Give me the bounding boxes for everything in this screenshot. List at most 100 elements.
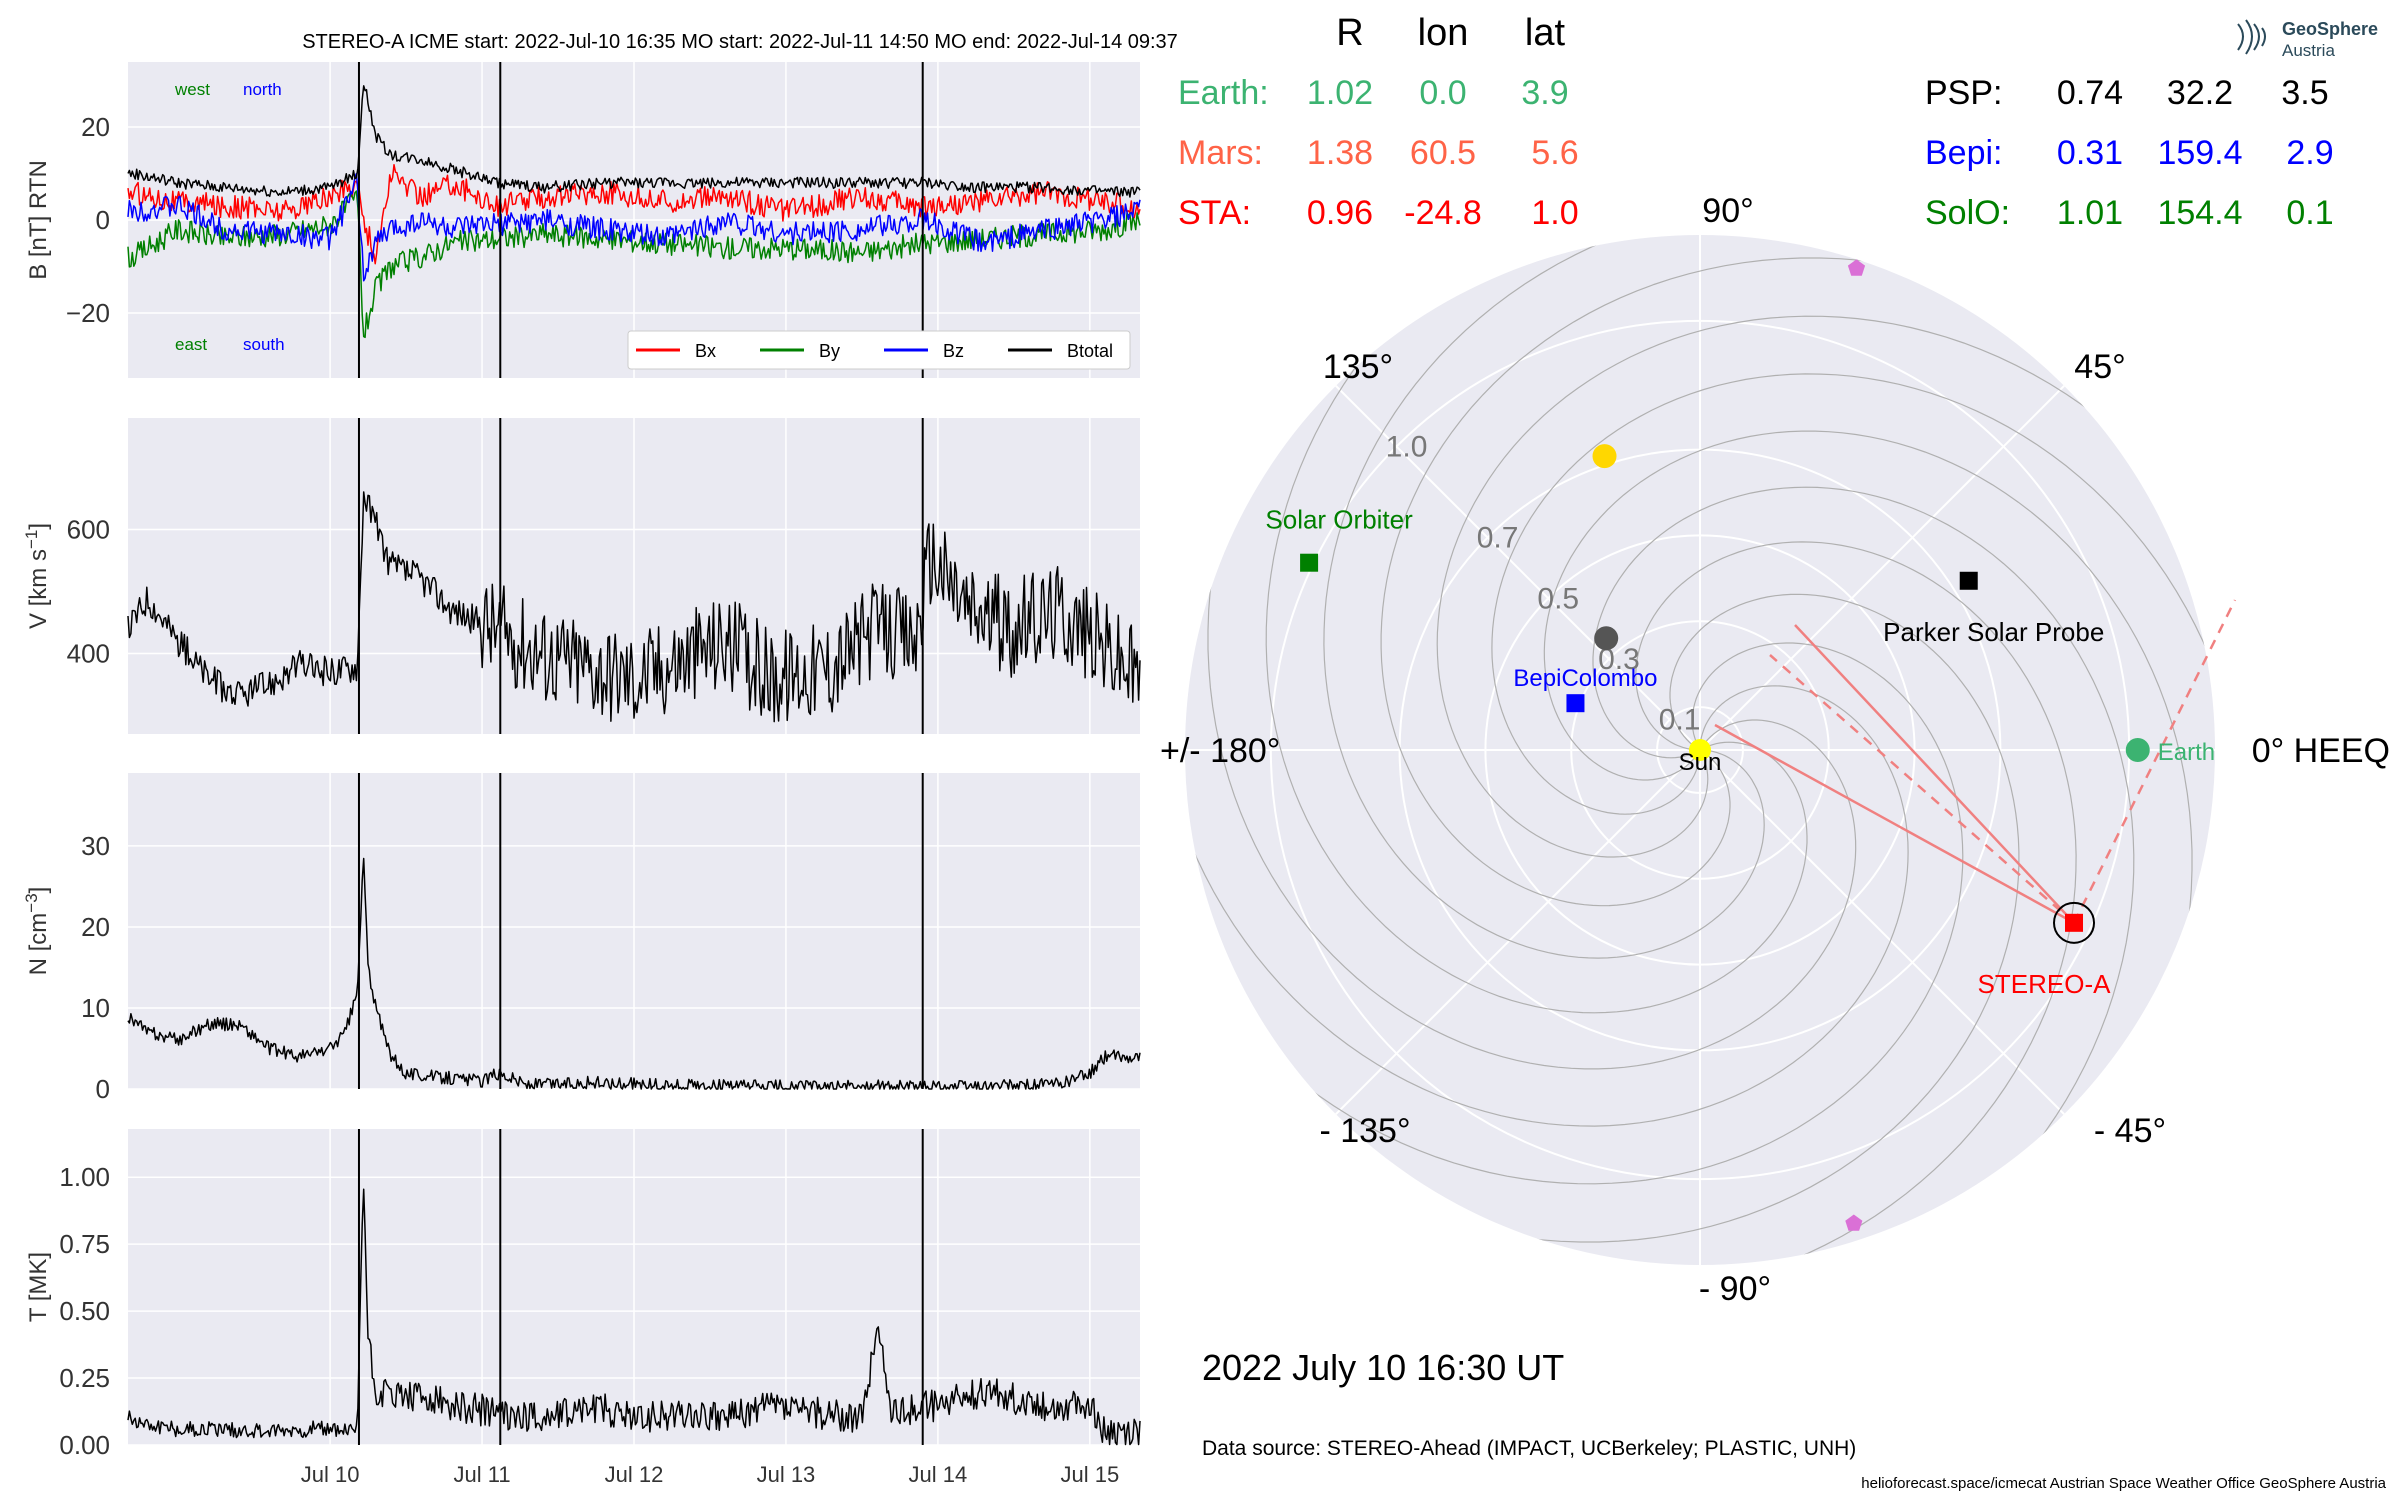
- row-bepi-r: 0.31: [2057, 134, 2123, 172]
- header-r: R: [1336, 12, 1363, 54]
- header-lat: lat: [1525, 12, 1566, 54]
- angle-label: - 45°: [2094, 1112, 2166, 1150]
- data-source: Data source: STEREO-Ahead (IMPACT, UCBer…: [1202, 1437, 1856, 1460]
- legend-btotal-label: Btotal: [1067, 341, 1113, 361]
- row-sta-lat: 1.0: [1531, 194, 1578, 232]
- sun-marker: [1689, 739, 1711, 761]
- sun-label: Sun: [1679, 749, 1722, 776]
- west-label: west: [174, 80, 210, 99]
- y-tick-label: 10: [81, 993, 110, 1023]
- parker-solar-probe-label: Parker Solar Probe: [1883, 617, 2104, 647]
- parker-spiral: [1543, 430, 2193, 989]
- stereo-a-fov: [1714, 599, 2237, 924]
- solar-orbiter-label: Solar Orbiter: [1265, 505, 1413, 535]
- east-label: east: [175, 335, 207, 354]
- y-tick-label: −20: [66, 298, 110, 328]
- row-mars-lon: 60.5: [1410, 134, 1476, 172]
- y-tick-label: 0.00: [59, 1430, 110, 1460]
- row-solo-lat: 0.1: [2286, 194, 2333, 232]
- legend-bx-label: Bx: [695, 341, 716, 361]
- series-bz: [127, 172, 1141, 282]
- parker-spirals: [1185, 235, 2215, 1265]
- row-earth-lat: 3.9: [1521, 74, 1568, 112]
- geosphere-logo-icon: [2237, 19, 2266, 55]
- parker-spiral: [1491, 373, 2215, 815]
- fov-line: [1769, 654, 2075, 924]
- stereo-a-marker: [2065, 913, 2084, 932]
- parker-spiral: [1323, 235, 1765, 959]
- row-bepi-lat: 2.9: [2286, 134, 2333, 172]
- row-solo-r: 1.01: [2057, 194, 2123, 232]
- parker-spiral: [1207, 511, 1857, 1070]
- timestamp: 2022 July 10 16:30 UT: [1202, 1347, 1564, 1388]
- row-sta-label: STA:: [1178, 194, 1251, 232]
- bepicolombo-marker: [1566, 694, 1585, 713]
- y-axis-label-exponent: −1: [22, 530, 41, 549]
- earth-marker: [2125, 738, 2150, 762]
- angle-label: 135°: [1323, 348, 1393, 386]
- y-axis-label: N [cm−3]: [22, 887, 53, 976]
- r-tick-label: 0.7: [1477, 522, 1519, 555]
- y-tick-label: 400: [67, 638, 110, 668]
- y-tick-label: 0: [96, 1074, 110, 1104]
- angle-label: - 135°: [1319, 1112, 1410, 1150]
- y-tick-label: 0: [96, 205, 110, 235]
- parker-spiral: [1185, 685, 1909, 1127]
- mercury-marker: [1594, 626, 1619, 651]
- stereo-a-ring: [2053, 901, 2096, 944]
- logo-line2: Austria: [2282, 41, 2335, 60]
- panel-temperature: 0.00 0.25 0.50 0.75 1.00 Jul 10 Jul 11 Jul 12 Ju…: [25, 1129, 1141, 1487]
- series-bx: [127, 164, 1141, 265]
- parker-solar-probe-marker: [1959, 571, 1978, 590]
- parker-spiral: [1380, 257, 1939, 907]
- row-mars-label: Mars:: [1178, 134, 1263, 172]
- b-field-legend: Bx By Bz Btotal: [627, 330, 1131, 370]
- y-axis-label: V [km s−1]: [22, 523, 53, 629]
- earth-label: Earth: [2158, 739, 2215, 766]
- angle-label: 45°: [2074, 348, 2125, 386]
- row-sta-lon: -24.8: [1404, 194, 1482, 232]
- r-tick-label: 0.5: [1537, 582, 1579, 615]
- geosphere-logo: GeoSphere Austria: [2237, 19, 2378, 60]
- saturn-marker: [1845, 1214, 1863, 1231]
- parker-spiral: [1635, 541, 2077, 1265]
- row-psp-lon: 32.2: [2167, 74, 2233, 112]
- x-tick-label: Jul 11: [454, 1462, 511, 1487]
- panel-magnetic-field: 20 0 −20 B [nT] RTN: [25, 62, 1141, 378]
- x-tick-label: Jul 12: [605, 1462, 664, 1487]
- venus-marker: [1592, 444, 1617, 469]
- legend-bz-label: Bz: [943, 341, 964, 361]
- y-axis-label-exponent: −3: [22, 893, 41, 912]
- footer-credits: helioforecast.space/icmecat Austrian Spa…: [1861, 1475, 2386, 1492]
- row-solo-lon: 154.4: [2157, 194, 2242, 232]
- y-tick-label: 0.50: [59, 1296, 110, 1326]
- row-solo-label: SolO:: [1925, 194, 2010, 232]
- panel-speed: 400 600 V [km s−1]: [22, 418, 1141, 734]
- legend-by-label: By: [819, 341, 840, 361]
- position-table: R lon lat Earth: 1.02 0.0 3.9 Mars: 1.38…: [1178, 12, 2334, 232]
- row-psp-lat: 3.5: [2281, 74, 2328, 112]
- panel-density: 0 10 20 30 N [cm−3]: [22, 773, 1141, 1104]
- angle-label: 0° HEEQ: [2252, 732, 2390, 770]
- fov-line: [2072, 599, 2237, 924]
- row-mars-lat: 5.6: [1531, 134, 1578, 172]
- y-tick-label: 1.00: [59, 1162, 110, 1192]
- y-tick-label: 30: [81, 831, 110, 861]
- y-tick-label: 0.75: [59, 1229, 110, 1259]
- row-bepi-lon: 159.4: [2157, 134, 2242, 172]
- fov-line: [1794, 624, 2075, 924]
- angle-label: +/- 180°: [1160, 732, 1280, 770]
- jupiter-marker: [1847, 259, 1866, 276]
- north-label: north: [243, 80, 282, 99]
- row-psp-r: 0.74: [2057, 74, 2123, 112]
- angle-label: - 90°: [1699, 1270, 1771, 1308]
- logo-line1: GeoSphere: [2282, 19, 2378, 39]
- y-tick-label: 600: [67, 515, 110, 545]
- parker-spiral: [1265, 305, 1808, 1014]
- y-axis-label: B [nT] RTN: [25, 160, 52, 280]
- bepicolombo-label: BepiColombo: [1513, 665, 1657, 692]
- series-v: [127, 491, 1141, 723]
- time-series-panels: 20 0 −20 B [nT] RTN 400 600 V [km s−1] 0 10 20 30 N…: [22, 62, 1141, 1487]
- y-tick-label: 20: [81, 912, 110, 942]
